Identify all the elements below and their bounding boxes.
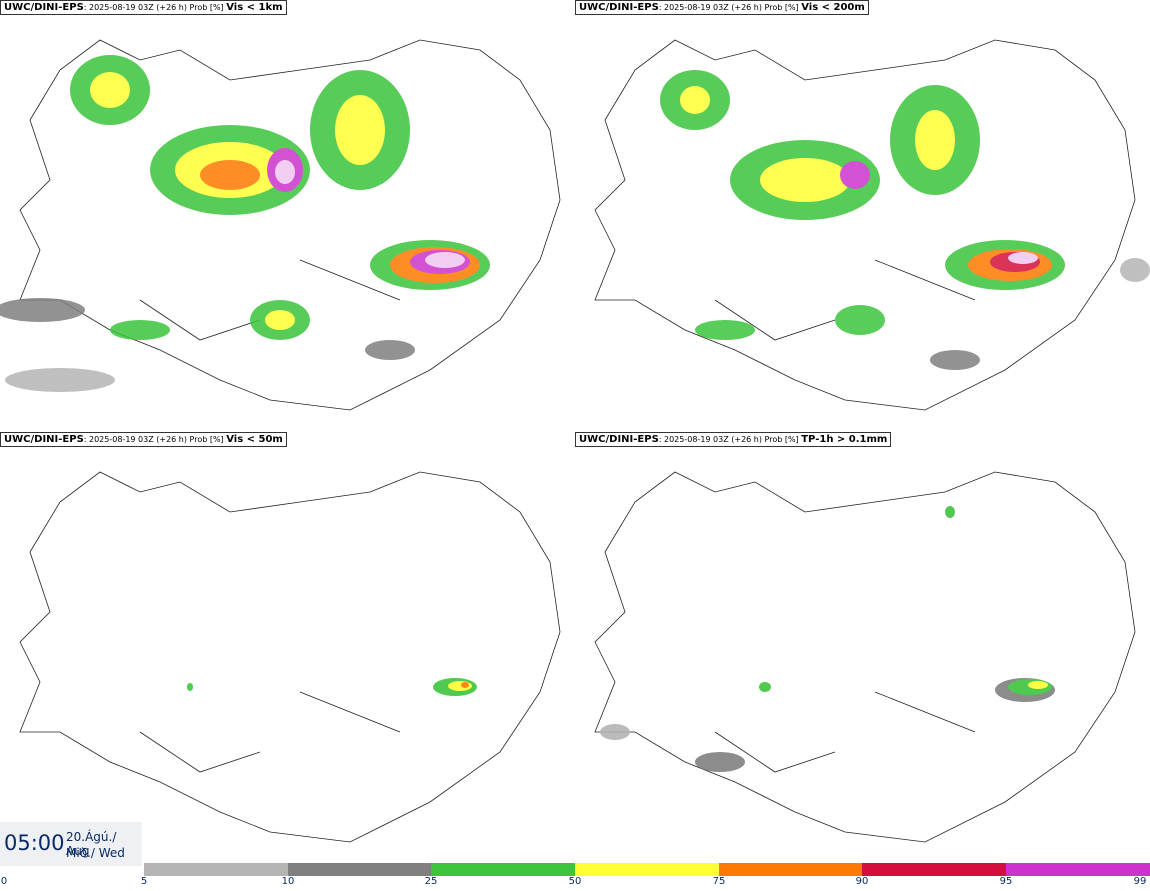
model-name: UWC/DINI-EPS (4, 2, 84, 13)
tick-label: 0 (0, 876, 8, 887)
tick-label: 10 (281, 876, 295, 887)
valid-time-box: 05:00 20.Ágú./ Aug Mið./ Wed (0, 822, 142, 866)
panel-title: UWC/DINI-EPS: 2025-08-19 03Z (+26 h) Pro… (575, 0, 869, 15)
iceland-map (594, 471, 1136, 843)
probability-colorbar (144, 863, 1150, 876)
model-name: UWC/DINI-EPS (579, 434, 659, 445)
colorbar-segment-10-25 (288, 863, 431, 876)
tick-label: 99 (1133, 876, 1147, 887)
run-meta: : 2025-08-19 03Z (+26 h) Prob [%] (658, 435, 802, 444)
map-panel-vis-1km: UWC/DINI-EPS: 2025-08-19 03Z (+26 h) Pro… (0, 0, 575, 432)
colorbar-segment-90-95 (862, 863, 1006, 876)
map-panel-vis-50m: UWC/DINI-EPS: 2025-08-19 03Z (+26 h) Pro… (0, 432, 575, 864)
panel-title: UWC/DINI-EPS: 2025-08-19 03Z (+26 h) Pro… (0, 0, 287, 15)
tick-label: 90 (855, 876, 869, 887)
tick-label: 5 (140, 876, 148, 887)
run-meta: : 2025-08-19 03Z (+26 h) Prob [%] (83, 3, 227, 12)
variable-name: Vis < 1km (226, 2, 283, 13)
panel-title: UWC/DINI-EPS: 2025-08-19 03Z (+26 h) Pro… (0, 432, 287, 447)
panel-title: UWC/DINI-EPS: 2025-08-19 03Z (+26 h) Pro… (575, 432, 892, 447)
tick-label: 25 (424, 876, 438, 887)
valid-time: 05:00 (4, 831, 65, 855)
colorbar-segment-95-99 (1006, 863, 1150, 876)
tick-label: 50 (568, 876, 582, 887)
variable-name: Vis < 200m (801, 2, 865, 13)
map-panel-precip: UWC/DINI-EPS: 2025-08-19 03Z (+26 h) Pro… (575, 432, 1150, 864)
map-panel-vis-200m: UWC/DINI-EPS: 2025-08-19 03Z (+26 h) Pro… (575, 0, 1150, 432)
iceland-map (0, 39, 561, 411)
model-name: UWC/DINI-EPS (579, 2, 659, 13)
tick-label: 75 (712, 876, 726, 887)
valid-weekday: Mið./ Wed (66, 846, 125, 860)
run-meta: : 2025-08-19 03Z (+26 h) Prob [%] (83, 435, 227, 444)
run-meta: : 2025-08-19 03Z (+26 h) Prob [%] (658, 3, 802, 12)
valid-date: 20.Ágú./ Aug (66, 830, 117, 858)
iceland-map (19, 471, 561, 843)
iceland-map (594, 39, 1150, 411)
colorbar-segment-5-10 (144, 863, 288, 876)
model-name: UWC/DINI-EPS (4, 434, 84, 445)
colorbar-segment-25-50 (431, 863, 575, 876)
colorbar-ticks: 0 5 10 25 50 75 90 95 99 (0, 876, 1150, 891)
variable-name: TP-1h > 0.1mm (801, 434, 888, 445)
variable-name: Vis < 50m (226, 434, 283, 445)
tick-label: 95 (999, 876, 1013, 887)
colorbar-segment-75-90 (719, 863, 862, 876)
colorbar-segment-50-75 (575, 863, 719, 876)
